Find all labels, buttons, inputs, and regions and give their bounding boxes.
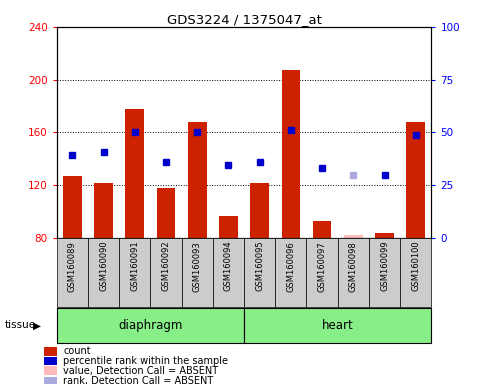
Text: GSM160090: GSM160090 (99, 241, 108, 291)
Text: GSM160099: GSM160099 (380, 241, 389, 291)
Bar (406, 122, 425, 238)
Text: heart: heart (322, 319, 353, 332)
Text: count: count (63, 346, 91, 356)
Bar (244, 308, 431, 343)
Bar (57, 238, 88, 307)
Text: GSM160095: GSM160095 (255, 241, 264, 291)
Bar (157, 188, 176, 238)
Bar (44, 366, 57, 375)
Text: GSM160093: GSM160093 (193, 241, 202, 291)
Text: GSM160091: GSM160091 (130, 241, 139, 291)
Text: GSM160094: GSM160094 (224, 241, 233, 291)
Bar (250, 183, 269, 238)
Text: ▶: ▶ (33, 320, 41, 331)
Bar (44, 347, 57, 356)
Bar (344, 235, 363, 238)
Bar (88, 238, 119, 307)
Text: GSM160098: GSM160098 (349, 241, 358, 291)
Text: GSM160096: GSM160096 (286, 241, 295, 291)
Bar (375, 233, 394, 238)
Bar (44, 377, 57, 384)
Bar (188, 122, 207, 238)
Bar (119, 238, 150, 307)
Bar (63, 176, 82, 238)
Bar (181, 238, 213, 307)
Bar (307, 238, 338, 307)
Text: GSM160100: GSM160100 (411, 241, 420, 291)
Text: rank, Detection Call = ABSENT: rank, Detection Call = ABSENT (63, 376, 213, 384)
Text: GSM160092: GSM160092 (162, 241, 171, 291)
Bar (338, 238, 369, 307)
Bar (282, 70, 300, 238)
Bar (150, 238, 181, 307)
Bar (213, 238, 244, 307)
Text: GSM160097: GSM160097 (317, 241, 326, 291)
Text: percentile rank within the sample: percentile rank within the sample (63, 356, 228, 366)
Bar (244, 238, 275, 307)
Bar (94, 183, 113, 238)
Bar (313, 221, 331, 238)
Text: tissue: tissue (5, 320, 36, 331)
Bar (125, 109, 144, 238)
Bar (369, 238, 400, 307)
Text: value, Detection Call = ABSENT: value, Detection Call = ABSENT (63, 366, 218, 376)
Text: diaphragm: diaphragm (118, 319, 182, 332)
Bar (57, 308, 244, 343)
Bar (275, 238, 307, 307)
Title: GDS3224 / 1375047_at: GDS3224 / 1375047_at (167, 13, 321, 26)
Bar (219, 216, 238, 238)
Bar (400, 238, 431, 307)
Bar (44, 357, 57, 365)
Text: GSM160089: GSM160089 (68, 241, 77, 291)
